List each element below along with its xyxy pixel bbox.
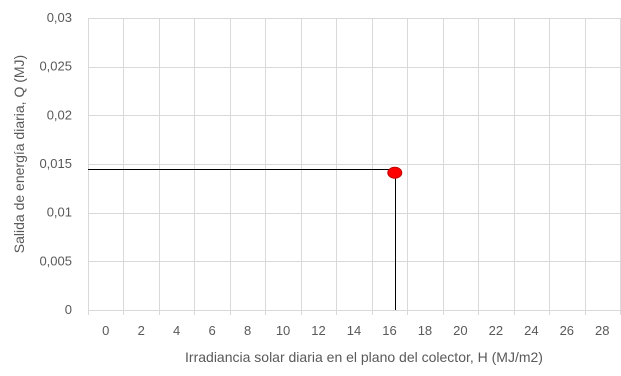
x-tick-label: 24 [524,323,538,338]
x-tick-label: 8 [244,323,251,338]
data-points [387,166,403,179]
x-tick-label: 28 [595,323,609,338]
x-axis-title: Irradiancia solar diaria en el plano del… [185,349,543,365]
x-tick-label: 18 [418,323,432,338]
y-tick-label: 0,015 [39,156,72,171]
x-tick-label: 10 [276,323,290,338]
y-tick-label: 0,02 [47,107,72,122]
x-tick-label: 0 [102,323,109,338]
x-tick-label: 2 [138,323,145,338]
x-tick-label: 6 [209,323,216,338]
x-tick-label: 20 [453,323,467,338]
x-tick-label: 14 [347,323,361,338]
reference-lines [88,169,396,310]
y-tick-label: 0,005 [39,253,72,268]
y-tick-label: 0,025 [39,59,72,74]
data-point [387,166,403,179]
x-tick-label: 4 [173,323,180,338]
y-tick-label: 0,01 [47,205,72,220]
grid-layer [88,18,621,315]
y-tick-label: 0,03 [47,10,72,25]
x-tick-label: 12 [311,323,325,338]
x-tick-label: 16 [382,323,396,338]
x-tick-label: 26 [560,323,574,338]
y-axis-title: Salida de energía diaria, Q (MJ) [11,55,27,253]
y-tick-label: 0 [65,302,72,317]
x-tick-label: 22 [489,323,503,338]
